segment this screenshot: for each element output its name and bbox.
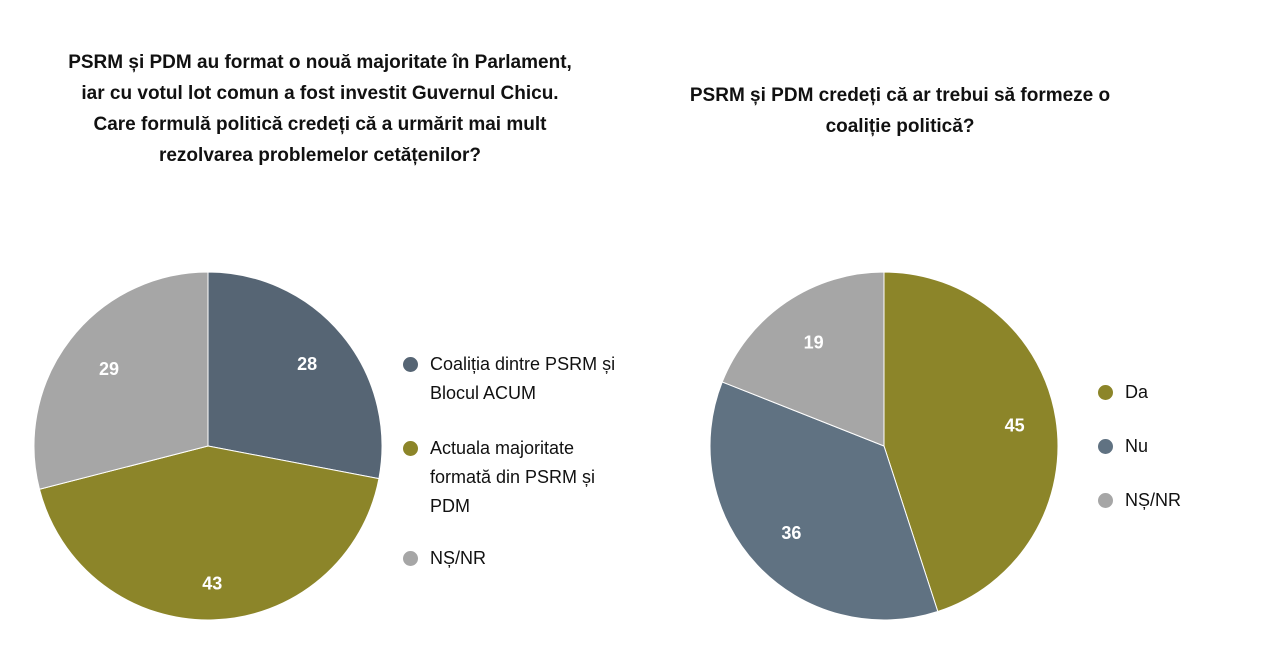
legend-label: Da [1125, 382, 1149, 402]
legend-marker [403, 357, 418, 372]
left-chart-title: PSRM și PDM au format o nouă majoritate … [68, 52, 572, 166]
legend-label: Actuala majoritate formată din PSRM și P… [430, 438, 596, 516]
pie-slice [207, 271, 383, 480]
legend-label: NȘ/NR [430, 548, 487, 568]
pie-data-label: 45 [1005, 415, 1025, 435]
legend-marker [1098, 439, 1113, 454]
pie-data-label: 28 [297, 354, 317, 374]
right-pie-chart: 45 36 19 [709, 271, 1059, 621]
pie-slice [38, 445, 380, 621]
pie-data-label: 43 [202, 573, 222, 593]
pie-slice [709, 381, 939, 621]
legend-marker [403, 551, 418, 566]
pie-slice [33, 271, 209, 490]
pie-slice [883, 271, 1059, 613]
legend-label: Nu [1125, 436, 1149, 456]
legend-marker [403, 441, 418, 456]
pie-data-label: 36 [781, 523, 801, 543]
legend-label: Coaliția dintre PSRM și Blocul ACUM [430, 354, 616, 403]
right-legend: Da Nu NȘ/NR [1098, 378, 1258, 518]
left-pie-chart: 28 43 29 [33, 271, 383, 621]
pie-slice [721, 271, 885, 447]
legend-marker [1098, 493, 1113, 508]
legend-label: NȘ/NR [1125, 490, 1182, 510]
pie-data-label: 19 [804, 332, 824, 352]
right-chart-title: PSRM și PDM credeți că ar trebui să form… [689, 85, 1111, 137]
legend-marker [1098, 385, 1113, 400]
pie-data-label: 29 [99, 359, 119, 379]
left-legend: Coaliția dintre PSRM și Blocul ACUM Actu… [403, 350, 663, 580]
